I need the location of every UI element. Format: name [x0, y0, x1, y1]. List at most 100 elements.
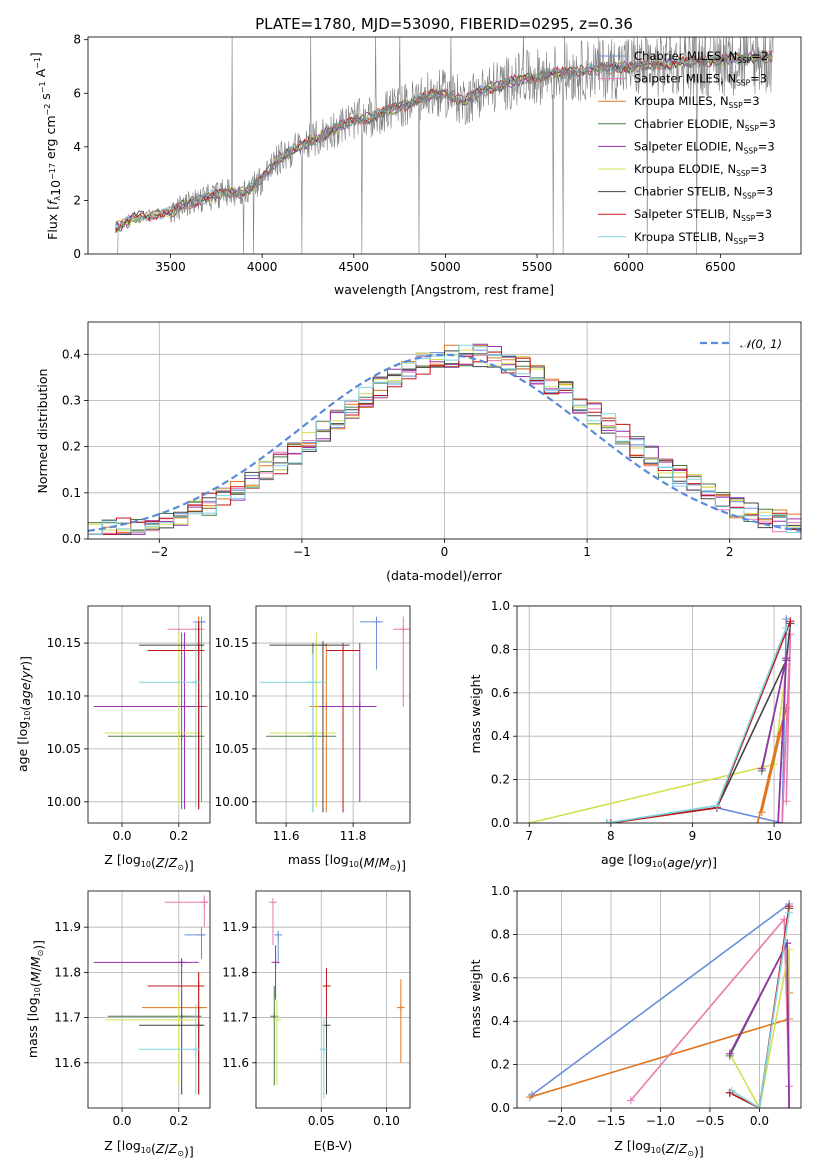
point-salpeter_elodie [271, 958, 280, 967]
series-line-chabrier_miles [531, 903, 790, 1096]
point-chabrier_miles [372, 617, 381, 626]
y-tick-label: 1.0 [491, 884, 510, 898]
series-line-kroupa_stelib [731, 912, 790, 1108]
point-kroupa_elodie [174, 729, 183, 738]
series-marker-chabrier_miles [782, 615, 791, 624]
y-axis-label: Flux [fλ10−17 erg cm−2 s−1 A−1] [28, 52, 63, 240]
x-tick-label: 4000 [247, 260, 278, 274]
y-tick-label: 0.8 [491, 642, 510, 656]
legend-label-kroupa_miles: Kroupa MILES, NSSP=3 [634, 94, 760, 110]
series-marker-kroupa_elodie [785, 945, 794, 954]
x-axis-label: age [log10(age/yr)] [601, 852, 717, 870]
plot-area-massweight_vs_Z [525, 900, 794, 1108]
series-marker-salpeter_miles [782, 797, 791, 806]
y-tick-label: 10.00 [47, 795, 81, 809]
y-tick-label: 10.05 [47, 742, 81, 756]
series-marker-kroupa_miles [753, 819, 762, 823]
panel-spectrum: 3500 4000 4500 5000 5500 6000 6500 0 2 4 6 8 wavelen… [28, 33, 802, 297]
y-axis-label: Normed distribution [35, 369, 50, 494]
series-marker-salpeter_miles [778, 819, 787, 823]
series-marker-salpeter_stelib [786, 617, 795, 626]
plot-area-mass_vs_ebv [268, 898, 405, 1099]
x-tick-label: −2 [150, 545, 168, 559]
series-line-chabrier_stelib [606, 623, 792, 823]
y-tick-label: 10.15 [47, 636, 81, 650]
legend-label-kroupa_stelib: Kroupa STELIB, NSSP=3 [634, 230, 765, 246]
x-tick-label: 0.10 [373, 1114, 400, 1128]
series-marker-kroupa_stelib [727, 1086, 736, 1095]
x-tick-label: 11.6 [273, 829, 300, 843]
y-tick-label: 0.4 [62, 347, 81, 361]
x-tick-label: 0.2 [169, 829, 188, 843]
x-tick-label: 0.05 [308, 1114, 335, 1128]
y-tick-label: 11.7 [222, 1011, 249, 1025]
panel-mass_vs_ebv: 0.05 0.10 11.6 11.7 11.8 11.9 E(B-V) [222, 890, 411, 1153]
legend-label-chabrier_elodie: Chabrier ELODIE, NSSP=3 [634, 117, 776, 133]
axes-frame [87, 605, 211, 824]
y-tick-label: 0.0 [491, 1101, 510, 1115]
y-tick-label: 0.4 [491, 729, 510, 743]
legend-label-normal: 𝒩(0, 1) [740, 337, 782, 351]
plot-area-age_vs_Z [93, 616, 208, 810]
x-tick-label: 5500 [522, 260, 553, 274]
point-chabrier_miles [197, 930, 206, 939]
series-marker-kroupa_miles [525, 1093, 534, 1102]
y-tick-label: 0.0 [491, 816, 510, 830]
y-tick-label: 0.2 [62, 440, 81, 454]
panel-age_vs_mass: 11.6 11.8 10.00 10.05 10.10 10.15 mass [log10(… [215, 605, 411, 873]
axes-frame [516, 605, 802, 824]
y-tick-label: 10.15 [215, 636, 249, 650]
point-salpeter_stelib [194, 981, 203, 990]
series-marker-kroupa_elodie [525, 819, 534, 823]
series-line-kroupa_miles [529, 993, 790, 1098]
point-kroupa_elodie [312, 729, 321, 738]
legend-label-salpeter_elodie: Salpeter ELODIE, NSSP=3 [634, 139, 775, 155]
series-line-kroupa_elodie [729, 949, 790, 1108]
x-tick-label: 4500 [338, 260, 369, 274]
series-marker-kroupa_stelib [602, 819, 611, 823]
plot-area-residuals [88, 343, 801, 539]
panel-age_vs_Z: 0.0 0.2 10.00 10.05 10.10 10.15 Z [log10(Z/Z⊙)… [15, 605, 211, 873]
y-tick-label: 0.8 [491, 927, 510, 941]
y-tick-label: 11.9 [54, 920, 81, 934]
series-line-salpeter_stelib [610, 620, 792, 823]
x-tick-label: 2 [726, 545, 734, 559]
y-tick-label: 11.6 [222, 1056, 249, 1070]
x-tick-label: 0 [441, 545, 449, 559]
plot-area-mass_vs_Z [93, 895, 209, 1095]
series-marker-salpeter_miles [786, 630, 795, 639]
y-axis-label: mass weight [468, 674, 483, 753]
x-tick-label: 0.0 [750, 1114, 769, 1128]
y-tick-label: 11.9 [222, 920, 249, 934]
plot-area-massweight_vs_age [525, 615, 795, 823]
panel-mass_vs_Z: 0.0 0.2 11.6 11.7 11.8 11.9 Z [log10(Z/Z⊙)] mas… [25, 890, 211, 1159]
point-salpeter_elodie [355, 702, 364, 711]
x-tick-label: −1.5 [596, 1114, 625, 1128]
panel-residuals: −2 −1 0 1 2 0.0 0.1 0.2 0.3 0.4 (data-model)/error… [35, 321, 802, 583]
y-tick-label: 0.2 [491, 1058, 510, 1072]
series-marker-salpeter_elodie [725, 1049, 734, 1058]
x-tick-label: −1 [293, 545, 311, 559]
legend-label-kroupa_elodie: Kroupa ELODIE, NSSP=3 [634, 162, 767, 178]
histogram-salpeter_stelib [88, 351, 801, 539]
x-tick-label: 7 [525, 829, 533, 843]
point-salpeter_elodie [180, 702, 189, 711]
series-marker-kroupa_stelib [712, 801, 721, 810]
axes-frame [87, 321, 802, 540]
point-chabrier_miles [274, 930, 283, 939]
x-axis-label: Z [log10(Z/Z⊙)] [104, 852, 193, 873]
point-kroupa_stelib [191, 678, 200, 687]
normal-curve [88, 353, 801, 532]
data-spectrum [115, 37, 774, 254]
x-axis-label: wavelength [Angstrom, rest frame] [334, 282, 554, 297]
x-tick-label: 11.8 [340, 829, 367, 843]
y-axis-label: mass [log10(M/M⊙)] [25, 940, 46, 1058]
series-line-kroupa_stelib [606, 627, 788, 823]
y-tick-label: 6 [73, 86, 81, 100]
panel-massweight_vs_age: 7 8 9 10 0.0 0.2 0.4 0.6 0.8 1.0 age [log10(age/yr… [468, 599, 802, 870]
y-tick-label: 10.10 [47, 689, 81, 703]
point-kroupa_stelib [308, 678, 317, 687]
y-tick-label: 4 [73, 140, 81, 154]
x-tick-label: 0.2 [169, 1114, 188, 1128]
